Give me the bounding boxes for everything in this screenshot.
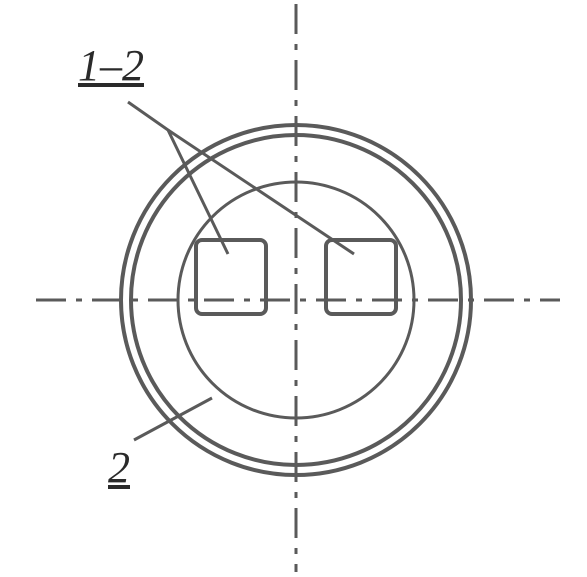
tab-right <box>326 240 396 314</box>
diagram-root: 1–2 2 <box>0 0 587 577</box>
tab-left <box>196 240 266 314</box>
label-1-2: 1–2 <box>78 44 144 88</box>
label-2: 2 <box>108 446 130 490</box>
label-2-text: 2 <box>108 443 130 492</box>
label-1-2-text: 1–2 <box>78 41 144 90</box>
